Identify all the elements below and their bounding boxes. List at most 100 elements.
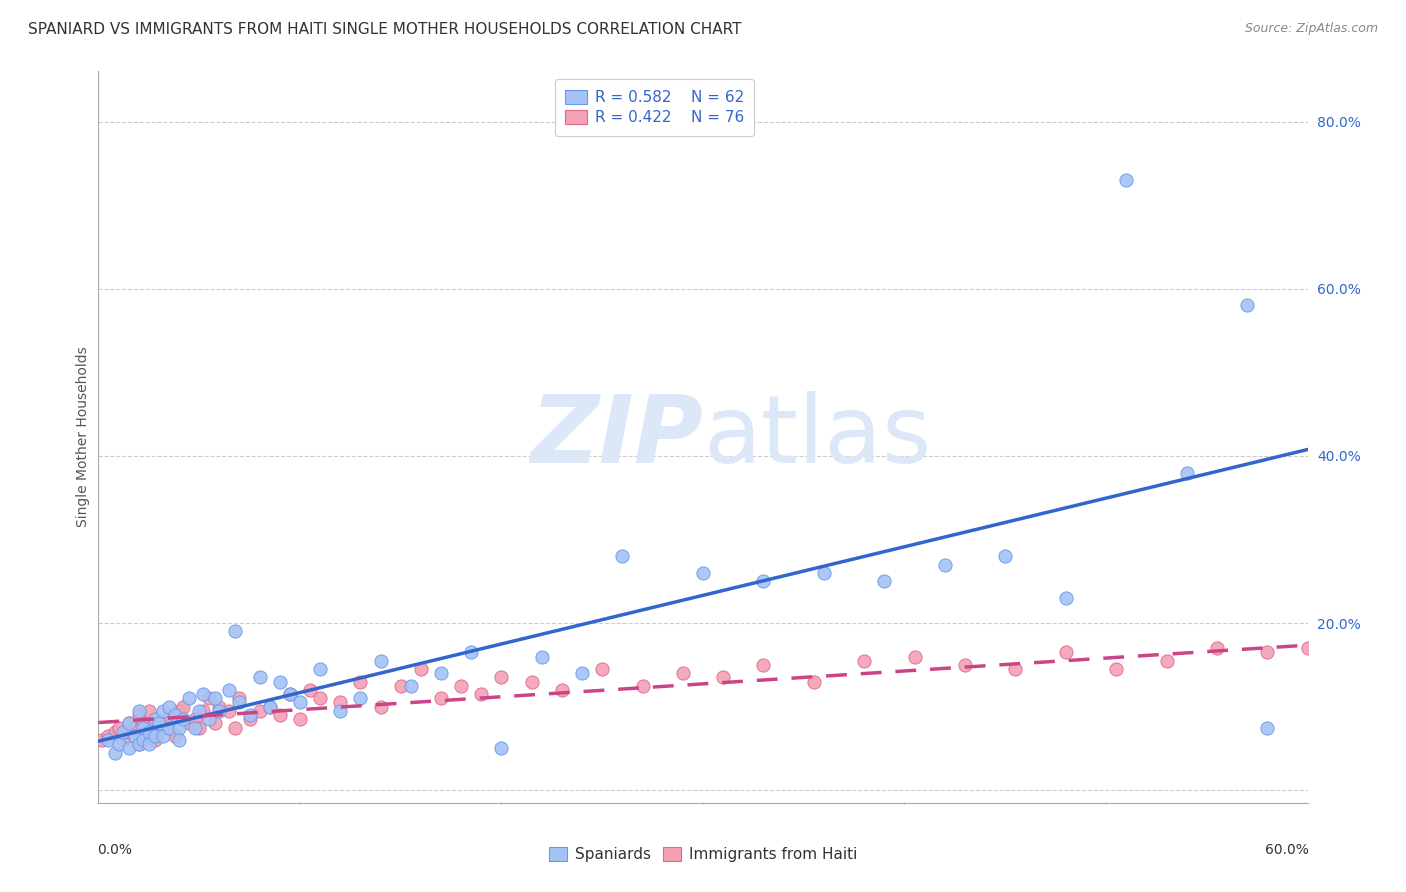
Point	[148, 724, 170, 739]
Point	[157, 721, 180, 735]
Point	[309, 662, 332, 676]
Point	[118, 741, 141, 756]
Point	[288, 696, 311, 710]
Point	[278, 687, 301, 701]
Point	[329, 696, 352, 710]
Point	[152, 704, 174, 718]
Point	[672, 666, 695, 681]
Point	[177, 716, 201, 731]
Point	[1256, 645, 1278, 659]
Point	[152, 721, 174, 735]
Point	[128, 737, 150, 751]
Text: atlas: atlas	[703, 391, 931, 483]
Point	[188, 704, 211, 718]
Point	[571, 666, 593, 681]
Point	[934, 558, 956, 572]
Point	[389, 679, 412, 693]
Point	[97, 729, 120, 743]
Point	[157, 708, 180, 723]
Point	[309, 691, 332, 706]
Point	[470, 687, 492, 701]
Point	[239, 708, 262, 723]
Point	[128, 737, 150, 751]
Point	[132, 716, 155, 731]
Point	[259, 699, 281, 714]
Point	[752, 574, 775, 589]
Point	[953, 657, 976, 672]
Point	[269, 674, 291, 689]
Point	[1175, 466, 1198, 480]
Point	[1156, 654, 1178, 668]
Text: 60.0%: 60.0%	[1265, 843, 1309, 857]
Y-axis label: Single Mother Households: Single Mother Households	[76, 347, 90, 527]
Point	[128, 708, 150, 723]
Point	[132, 733, 155, 747]
Point	[228, 691, 250, 706]
Point	[224, 721, 246, 735]
Point	[138, 704, 160, 718]
Point	[138, 721, 160, 735]
Text: Source: ZipAtlas.com: Source: ZipAtlas.com	[1244, 22, 1378, 36]
Point	[143, 733, 166, 747]
Point	[249, 670, 271, 684]
Point	[124, 729, 146, 743]
Point	[1296, 641, 1319, 656]
Point	[167, 733, 190, 747]
Point	[111, 724, 134, 739]
Point	[1004, 662, 1026, 676]
Point	[904, 649, 927, 664]
Point	[1376, 632, 1399, 647]
Point	[1105, 662, 1128, 676]
Point	[460, 645, 482, 659]
Point	[157, 712, 180, 726]
Point	[143, 729, 166, 743]
Point	[198, 691, 221, 706]
Point	[218, 704, 240, 718]
Point	[1256, 721, 1278, 735]
Point	[803, 674, 825, 689]
Text: ZIP: ZIP	[530, 391, 703, 483]
Text: SPANIARD VS IMMIGRANTS FROM HAITI SINGLE MOTHER HOUSEHOLDS CORRELATION CHART: SPANIARD VS IMMIGRANTS FROM HAITI SINGLE…	[28, 22, 741, 37]
Point	[91, 733, 114, 747]
Point	[188, 721, 211, 735]
Point	[224, 624, 246, 639]
Point	[430, 691, 453, 706]
Point	[107, 737, 129, 751]
Point	[143, 712, 166, 726]
Point	[278, 687, 301, 701]
Point	[167, 704, 190, 718]
Point	[163, 708, 186, 723]
Point	[204, 716, 226, 731]
Point	[132, 729, 155, 743]
Point	[692, 566, 714, 580]
Point	[138, 724, 160, 739]
Legend: Spaniards, Immigrants from Haiti: Spaniards, Immigrants from Haiti	[543, 840, 863, 868]
Point	[138, 737, 160, 751]
Point	[349, 674, 371, 689]
Point	[132, 721, 155, 735]
Point	[430, 666, 453, 681]
Point	[288, 712, 311, 726]
Point	[163, 729, 186, 743]
Point	[299, 682, 322, 697]
Point	[491, 741, 513, 756]
Point	[853, 654, 876, 668]
Point	[172, 712, 194, 726]
Point	[177, 691, 201, 706]
Point	[873, 574, 896, 589]
Point	[1206, 641, 1229, 656]
Point	[1337, 637, 1360, 651]
Point	[128, 704, 150, 718]
Point	[399, 679, 422, 693]
Point	[172, 699, 194, 714]
Point	[208, 704, 231, 718]
Point	[530, 649, 553, 664]
Point	[491, 670, 513, 684]
Point	[813, 566, 835, 580]
Point	[107, 721, 129, 735]
Point	[259, 699, 281, 714]
Point	[152, 729, 174, 743]
Point	[551, 682, 574, 697]
Point	[711, 670, 734, 684]
Point	[591, 662, 613, 676]
